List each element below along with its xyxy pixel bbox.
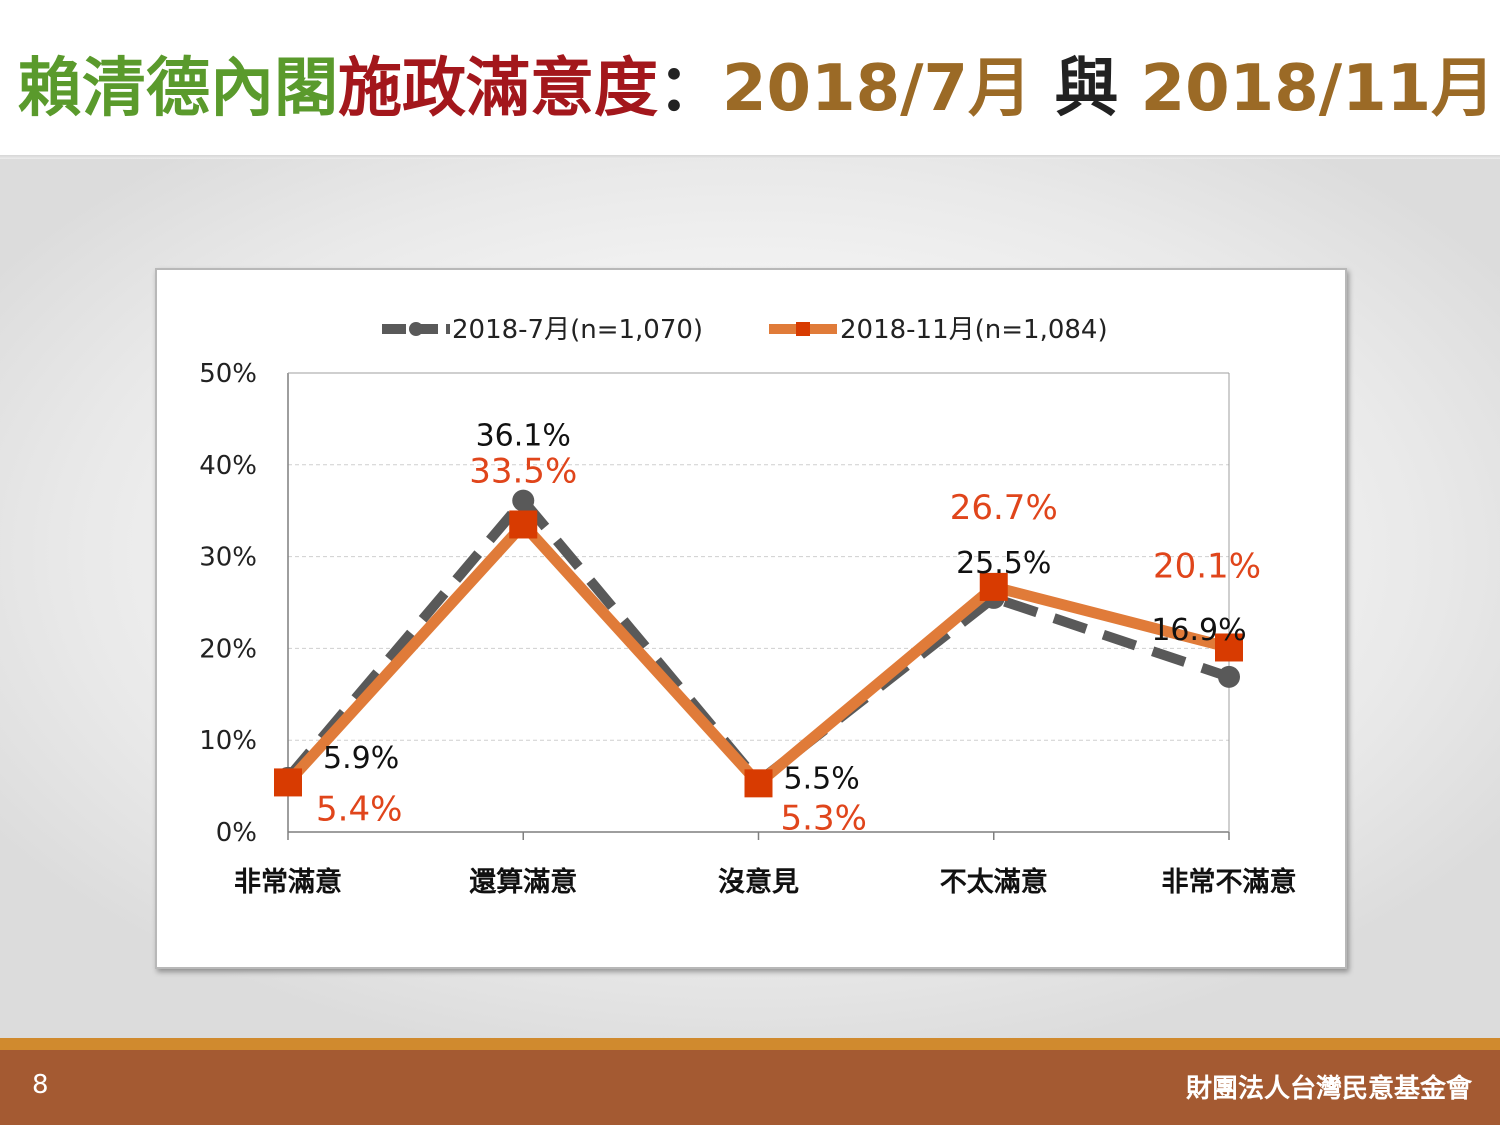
- data-label-jul: 25.5%: [956, 546, 1051, 581]
- data-point-jul: [1218, 665, 1240, 688]
- title-cabinet: 賴清德內閣: [18, 52, 338, 126]
- title-date-1: 2018/7月: [722, 52, 1033, 126]
- data-label-jul: 5.5%: [784, 762, 860, 797]
- footer-stripe: [0, 1038, 1500, 1050]
- line-chart: 0% 10% 20% 30% 40% 50% 非常滿意 還算滿意 沒意見 不太滿意 非常不滿意 5.9…: [199, 315, 1297, 898]
- x-tick-label: 非常不滿意: [1162, 866, 1297, 898]
- legend-label-nov: 2018-11月(n=1,084): [840, 315, 1108, 345]
- page-number: 8: [32, 1070, 49, 1100]
- title-date-2: 2018/11月: [1140, 52, 1496, 126]
- y-tick-label: 40%: [199, 451, 257, 481]
- title-satisfaction: 施政滿意度: [338, 52, 658, 126]
- legend-label-jul: 2018-7月(n=1,070): [452, 315, 703, 345]
- data-label-nov: 5.4%: [316, 789, 402, 829]
- data-label-nov: 20.1%: [1153, 546, 1261, 586]
- legend-marker-jul: [409, 322, 423, 336]
- title-joiner: 與: [1032, 52, 1141, 126]
- data-label-jul: 36.1%: [476, 419, 571, 454]
- x-tick-label: 非常滿意: [234, 866, 342, 898]
- title-colon: ：: [658, 52, 722, 126]
- data-label-jul: 5.9%: [323, 741, 399, 776]
- y-tick-label: 30%: [199, 543, 257, 573]
- data-point-nov: [744, 769, 773, 798]
- data-point-nov: [979, 572, 1008, 601]
- page-title: 賴清德內閣施政滿意度：2018/7月 與 2018/11月: [18, 44, 1495, 134]
- x-tick-label: 不太滿意: [940, 866, 1048, 898]
- y-tick-label: 20%: [199, 634, 257, 664]
- data-label-nov: 26.7%: [950, 488, 1058, 528]
- organization-name: 財團法人台灣民意基金會: [1185, 1074, 1472, 1104]
- footer: 8 財團法人台灣民意基金會: [0, 1050, 1500, 1125]
- y-tick-label: 50%: [199, 359, 257, 389]
- data-label-nov: 5.3%: [781, 798, 867, 838]
- series-line-nov: [283, 518, 1231, 789]
- y-tick-label: 0%: [216, 818, 257, 848]
- series-line-jul: [284, 495, 1231, 787]
- y-tick-label: 10%: [199, 726, 257, 756]
- data-point-nov: [1215, 633, 1243, 662]
- title-divider: [0, 155, 1500, 159]
- data-point-nov: [509, 510, 538, 539]
- legend-marker-nov: [796, 322, 810, 336]
- chart-frame: 0% 10% 20% 30% 40% 50% 非常滿意 還算滿意 沒意見 不太滿意 非常不滿意 5.9…: [155, 268, 1347, 969]
- x-tick-label: 還算滿意: [469, 866, 577, 898]
- x-tick-label: 沒意見: [718, 866, 799, 898]
- data-point-nov: [274, 768, 302, 797]
- title-bar: 賴清德內閣施政滿意度：2018/7月 與 2018/11月: [0, 0, 1500, 158]
- data-label-jul: 16.9%: [1151, 613, 1246, 648]
- data-label-nov: 33.5%: [469, 451, 577, 491]
- data-point-jul: [512, 489, 535, 512]
